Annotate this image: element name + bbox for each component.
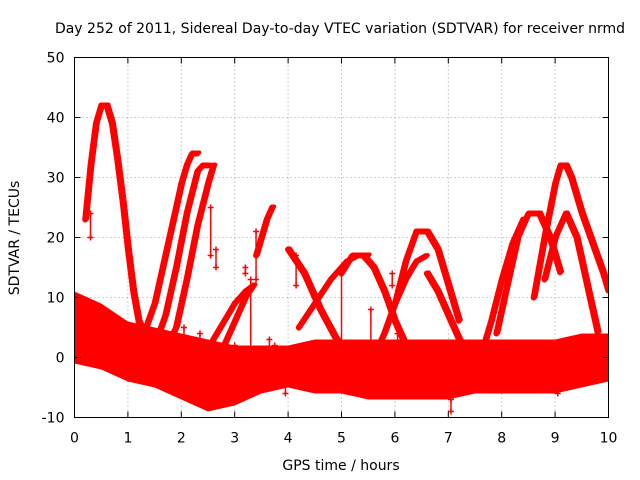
- series-arc-12-trace: [394, 228, 463, 323]
- outlier-marker: [293, 282, 300, 289]
- outlier-marker: [253, 276, 260, 283]
- x-tick-label: 6: [390, 431, 399, 447]
- plot-area: [74, 102, 609, 415]
- y-tick-label: 40: [47, 111, 65, 127]
- series-arc-4-trace: [165, 162, 218, 353]
- axis-ticks: [74, 57, 609, 418]
- x-tick-label: 9: [551, 431, 560, 447]
- outlier-marker: [231, 342, 238, 349]
- series-arc-3-trace: [154, 162, 212, 347]
- outlier-marker: [247, 366, 254, 373]
- outlier-marker: [271, 342, 278, 349]
- outlier-marker: [196, 330, 203, 337]
- outlier-marker: [447, 396, 454, 403]
- outlier-marker: [180, 324, 187, 331]
- series-arc-16-trace: [533, 162, 609, 299]
- outlier-marker: [581, 366, 588, 373]
- outlier-marker: [445, 390, 452, 397]
- series-arc-15-trace: [496, 210, 565, 335]
- y-axis: -10 0 10 20 30 40 50: [42, 51, 65, 427]
- y-tick-label: -10: [42, 411, 65, 427]
- outlier-marker: [266, 378, 273, 385]
- y-axis-label: SDTVAR / TECUs: [7, 181, 23, 296]
- series-arc-13: [423, 270, 484, 373]
- outlier-marker: [266, 336, 273, 343]
- outlier-marker: [213, 246, 220, 253]
- outlier-marker: [554, 390, 561, 397]
- y-tick-label: 30: [47, 171, 65, 187]
- outlier-marker: [180, 354, 187, 361]
- outlier-marker: [447, 408, 454, 415]
- outlier-marker: [367, 306, 374, 313]
- x-axis: 0 1 2 3 4 5 6 7 8 9 10: [70, 431, 617, 447]
- x-tick-label: 7: [444, 431, 453, 447]
- outlier-marker: [196, 360, 203, 367]
- x-axis-label: GPS time / hours: [282, 458, 399, 474]
- series-arc-13-trace: [426, 270, 485, 371]
- x-tick-label: 3: [230, 431, 239, 447]
- x-tick-label: 8: [497, 431, 506, 447]
- outlier-marker: [394, 372, 401, 379]
- outlier-marker: [394, 330, 401, 337]
- y-tick-label: 20: [47, 231, 65, 247]
- x-tick-label: 4: [284, 431, 293, 447]
- y-tick-label: 10: [47, 291, 65, 307]
- series-arc-2-trace: [143, 150, 202, 335]
- series-arc-11-trace: [373, 252, 431, 359]
- series-arc-17-trace: [544, 210, 602, 335]
- outlier-marker: [338, 348, 345, 355]
- outlier-marker: [389, 282, 396, 289]
- outlier-marker: [242, 270, 249, 277]
- outlier-marker: [367, 360, 374, 367]
- outlier-marker: [554, 372, 561, 379]
- series-arc-8: [285, 246, 350, 355]
- outlier-marker: [207, 204, 214, 211]
- outlier-marker: [282, 372, 289, 379]
- x-tick-label: 5: [337, 431, 346, 447]
- outlier-marker: [253, 228, 260, 235]
- outlier-marker: [247, 276, 254, 283]
- x-tick-label: 2: [177, 431, 186, 447]
- outlier-marker: [445, 366, 452, 373]
- outlier-marker: [271, 372, 278, 379]
- y-tick-label: 50: [47, 51, 65, 67]
- outlier-marker: [293, 252, 300, 259]
- grid: [74, 57, 609, 418]
- series-arc-7-trace: [256, 204, 277, 257]
- outlier-marker: [87, 210, 94, 217]
- data-marks: [74, 102, 609, 415]
- outlier-marker: [87, 234, 94, 241]
- outlier-marker: [338, 264, 345, 271]
- x-tick-label: 10: [600, 431, 618, 447]
- outlier-marker: [389, 270, 396, 277]
- series-arc-1-trace: [85, 102, 148, 335]
- outlier-marker: [207, 252, 214, 259]
- y-tick-label: 0: [56, 351, 65, 367]
- outlier-marker: [231, 390, 238, 397]
- outlier-marker: [581, 342, 588, 349]
- outlier-marker: [242, 264, 249, 271]
- chart-title: Day 252 of 2011, Sidereal Day-to-day VTE…: [55, 21, 625, 37]
- series-arc-10-trace: [341, 252, 410, 347]
- x-tick-label: 1: [123, 431, 132, 447]
- outlier-marker: [282, 390, 289, 397]
- x-tick-label: 0: [70, 431, 79, 447]
- outlier-marker: [213, 264, 220, 271]
